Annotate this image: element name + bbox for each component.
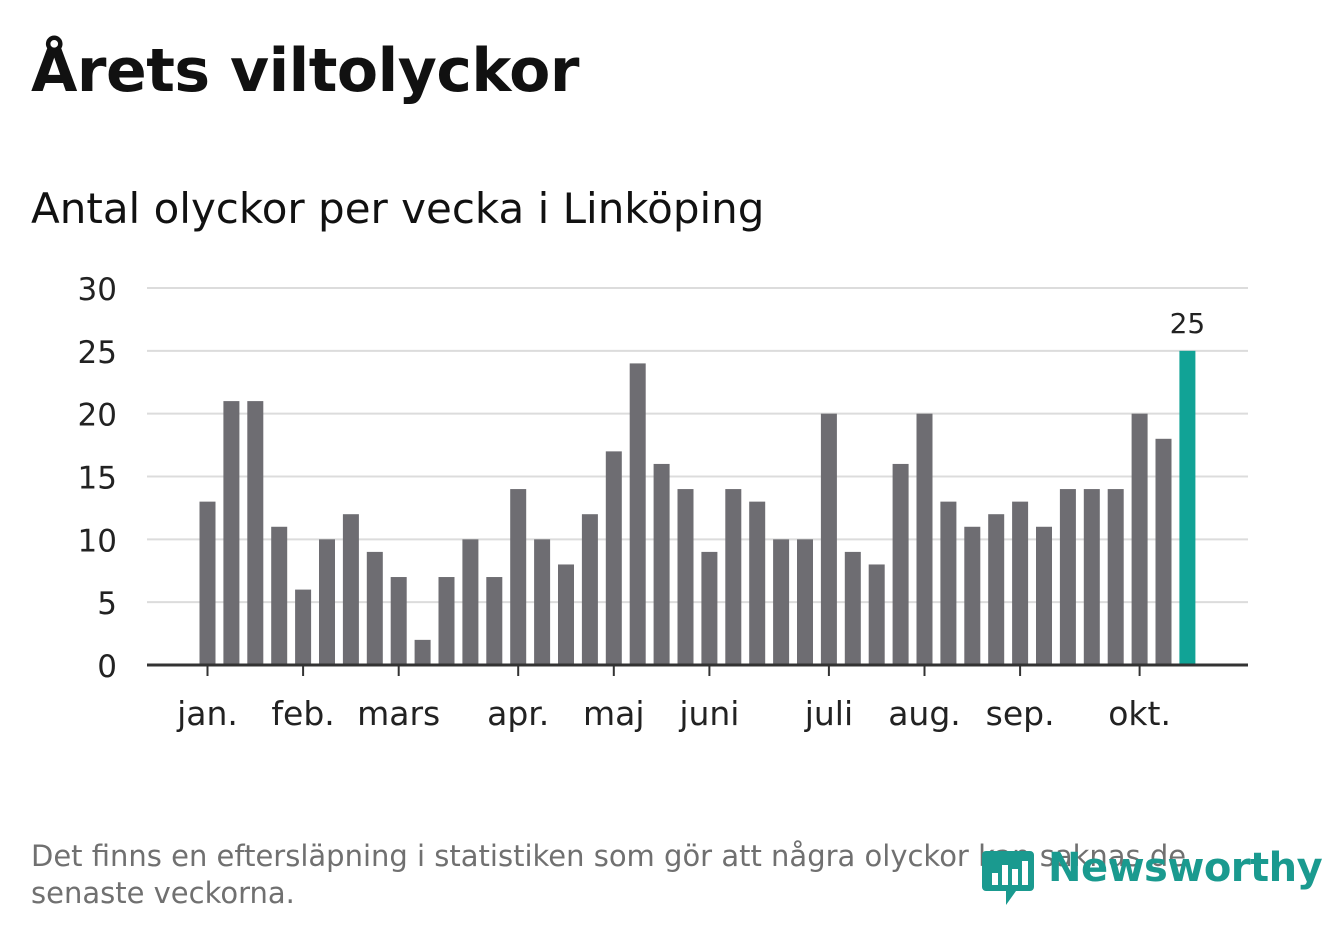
x-axis xyxy=(147,663,1248,676)
y-tick-label-15: 15 xyxy=(78,461,117,497)
bar xyxy=(749,501,766,665)
bar xyxy=(319,539,335,665)
bar xyxy=(605,451,622,665)
bar xyxy=(247,401,264,665)
bar xyxy=(677,489,694,665)
bar xyxy=(414,639,431,665)
bar xyxy=(462,539,479,665)
gridlines xyxy=(147,287,1248,604)
y-tick-label-0: 0 xyxy=(97,649,117,685)
bar xyxy=(486,577,503,665)
x-tick-label-sep.: sep. xyxy=(986,694,1055,733)
y-tick-label-10: 10 xyxy=(78,523,117,559)
bar xyxy=(844,551,861,665)
bar xyxy=(988,514,1005,665)
bar xyxy=(797,539,813,665)
x-tick-label-aug.: aug. xyxy=(888,694,961,733)
newsworthy-logo-text: Newsworthy xyxy=(1048,845,1322,891)
y-tick-label-25: 25 xyxy=(78,335,117,371)
y-tick-label-20: 20 xyxy=(78,398,117,434)
bar xyxy=(342,514,359,665)
bar xyxy=(964,526,981,665)
newsworthy-logo: Newsworthy xyxy=(980,843,1322,913)
bar xyxy=(510,489,527,665)
chart-title: Årets viltolyckor xyxy=(31,36,580,106)
x-tick-label-okt.: okt. xyxy=(1108,694,1171,733)
bar xyxy=(1012,501,1029,665)
bar xyxy=(390,577,407,665)
y-tick-label-30: 30 xyxy=(78,272,117,308)
x-tick-label-feb.: feb. xyxy=(271,694,334,733)
x-tick-label-jan.: jan. xyxy=(176,694,238,733)
bar xyxy=(295,589,312,665)
bar xyxy=(892,463,909,665)
bar xyxy=(438,577,455,665)
bar xyxy=(868,564,885,665)
bar xyxy=(1059,489,1076,665)
bar-highlight xyxy=(1179,350,1196,665)
bar xyxy=(1036,526,1052,665)
y-tick-label-5: 5 xyxy=(97,586,117,622)
bar xyxy=(366,551,383,665)
bar xyxy=(940,501,957,665)
bar xyxy=(773,539,790,665)
bar xyxy=(701,551,718,665)
x-tick-label-juni: juni xyxy=(678,694,739,733)
bar xyxy=(223,401,240,665)
x-tick-label-mars: mars xyxy=(357,694,440,733)
bar xyxy=(725,489,742,665)
axis-labels: 0 5 10 15 20 25 30 25 jan. feb. mars apr. maj juni jul… xyxy=(78,272,1206,733)
x-tick-label-maj: maj xyxy=(583,694,645,733)
bar xyxy=(653,463,670,665)
bar xyxy=(1155,438,1172,665)
newsworthy-logo-icon xyxy=(982,851,1034,905)
bar xyxy=(1083,489,1100,665)
x-tick-label-juli: juli xyxy=(804,694,853,733)
bar xyxy=(629,363,646,665)
bar xyxy=(1107,489,1124,665)
bar xyxy=(199,501,216,665)
x-tick-label-apr.: apr. xyxy=(487,694,549,733)
bar xyxy=(271,526,288,665)
bar xyxy=(558,564,574,665)
bars xyxy=(199,350,1196,665)
bar xyxy=(534,539,551,665)
chart-subtitle: Antal olyckor per vecka i Linköping xyxy=(31,184,765,233)
bar xyxy=(916,413,933,665)
bar xyxy=(581,514,598,665)
bar xyxy=(1131,413,1148,665)
data-label-latest: 25 xyxy=(1170,307,1206,340)
bar xyxy=(820,413,837,665)
